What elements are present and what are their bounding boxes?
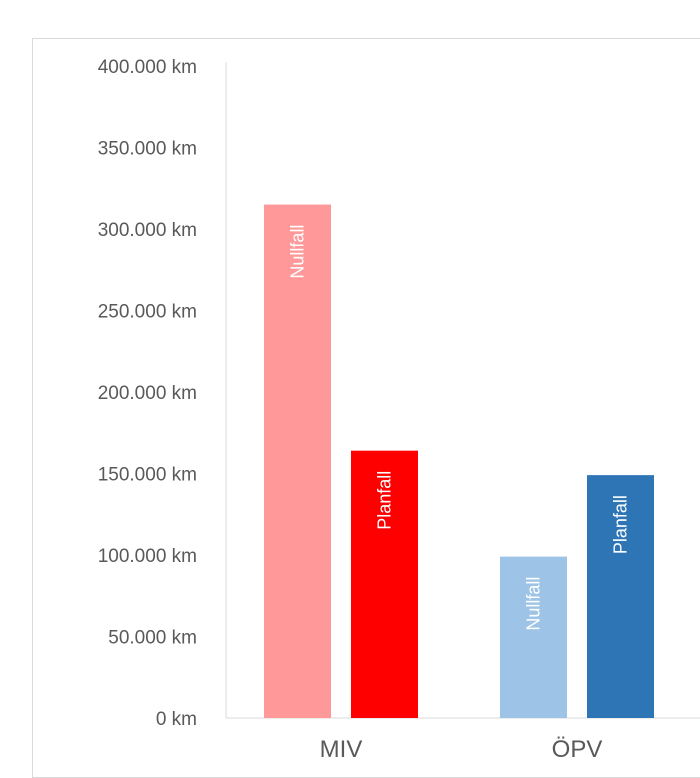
y-tick-label: 100.000 km xyxy=(98,546,197,567)
y-tick-label: 0 km xyxy=(156,709,197,730)
y-tick-label: 150.000 km xyxy=(98,465,197,486)
bar-nullfall-öpv xyxy=(500,556,567,718)
bar-data-label: Planfall xyxy=(611,495,631,554)
y-tick-label: 50.000 km xyxy=(108,628,197,649)
bar-data-label: Planfall xyxy=(375,471,395,530)
bar-data-label: Nullfall xyxy=(288,225,308,279)
y-tick-label: 300.000 km xyxy=(98,220,197,241)
y-tick-label: 350.000 km xyxy=(98,139,197,160)
bar-planfall-öpv xyxy=(587,475,654,718)
bar-planfall-miv xyxy=(351,450,418,718)
y-tick-label: 200.000 km xyxy=(98,383,197,404)
y-tick-label: 250.000 km xyxy=(98,302,197,323)
bar-data-label: Nullfall xyxy=(524,577,544,631)
x-category-label: MIV xyxy=(320,736,363,763)
x-category-label: ÖPV xyxy=(552,736,603,763)
bar-nullfall-miv xyxy=(264,204,331,719)
y-tick-label: 400.000 km xyxy=(98,57,197,78)
